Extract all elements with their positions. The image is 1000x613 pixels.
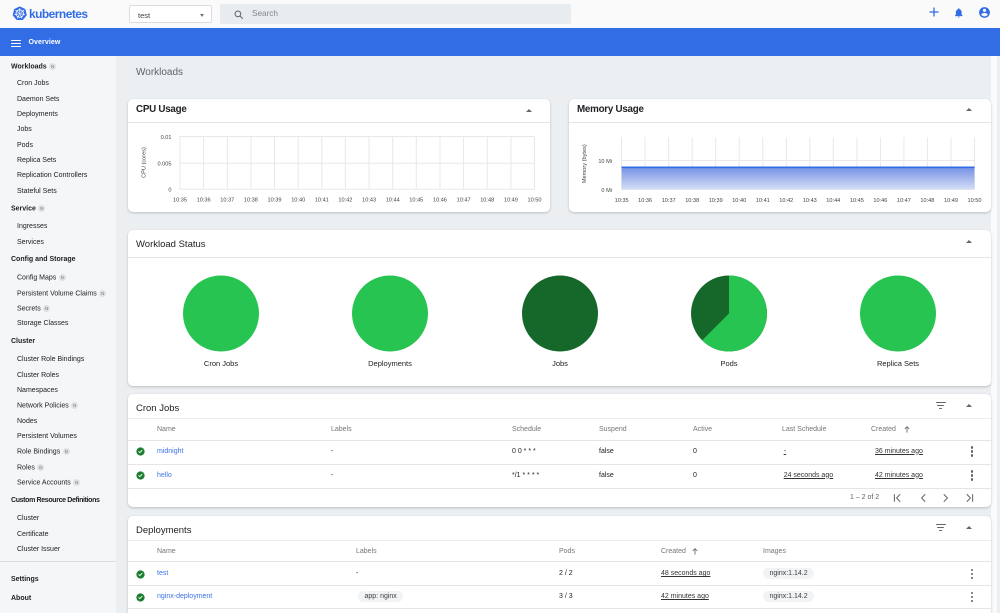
svg-text:10:39: 10:39 — [709, 198, 723, 204]
svg-text:Deployments: Deployments — [368, 359, 412, 368]
svg-text:0: 0 — [168, 187, 171, 193]
svg-text:10:46: 10:46 — [873, 198, 887, 204]
svg-text:10:35: 10:35 — [173, 197, 187, 203]
svg-text:Jobs: Jobs — [552, 359, 568, 368]
svg-text:Pods: Pods — [720, 359, 737, 368]
svg-text:10:39: 10:39 — [268, 197, 282, 203]
svg-text:10:48: 10:48 — [480, 197, 494, 203]
svg-text:10:41: 10:41 — [315, 197, 329, 203]
svg-text:10:41: 10:41 — [756, 198, 770, 204]
svg-text:10:36: 10:36 — [638, 198, 652, 204]
svg-text:10:42: 10:42 — [779, 198, 793, 204]
svg-text:10:38: 10:38 — [244, 197, 258, 203]
svg-text:10:50: 10:50 — [968, 198, 982, 204]
svg-text:10:45: 10:45 — [409, 197, 423, 203]
svg-text:10 Mi: 10 Mi — [598, 158, 612, 164]
svg-text:10:35: 10:35 — [615, 198, 629, 204]
svg-text:10:45: 10:45 — [850, 198, 864, 204]
svg-text:10:46: 10:46 — [433, 197, 447, 203]
svg-text:10:49: 10:49 — [944, 198, 958, 204]
svg-text:10:40: 10:40 — [291, 197, 305, 203]
svg-text:10:37: 10:37 — [220, 197, 234, 203]
svg-text:10:43: 10:43 — [803, 198, 817, 204]
svg-text:10:47: 10:47 — [457, 197, 471, 203]
svg-text:10:44: 10:44 — [386, 197, 400, 203]
svg-text:Memory (bytes): Memory (bytes) — [582, 144, 588, 183]
svg-text:Replica Sets: Replica Sets — [877, 359, 919, 368]
svg-text:10:42: 10:42 — [338, 197, 352, 203]
svg-text:0 Mi: 0 Mi — [601, 187, 612, 193]
svg-text:10:48: 10:48 — [920, 198, 934, 204]
svg-text:10:36: 10:36 — [197, 197, 211, 203]
svg-text:10:37: 10:37 — [662, 198, 676, 204]
svg-text:CPU (cores): CPU (cores) — [142, 146, 148, 177]
svg-text:10:49: 10:49 — [504, 197, 518, 203]
svg-text:10:38: 10:38 — [685, 198, 699, 204]
svg-text:10:47: 10:47 — [897, 198, 911, 204]
svg-text:10:44: 10:44 — [826, 198, 840, 204]
svg-text:0.005: 0.005 — [158, 161, 172, 167]
svg-text:Cron Jobs: Cron Jobs — [204, 359, 238, 368]
svg-text:0.01: 0.01 — [161, 134, 172, 140]
svg-text:10:40: 10:40 — [732, 198, 746, 204]
svg-text:10:43: 10:43 — [362, 197, 376, 203]
svg-text:10:50: 10:50 — [528, 197, 542, 203]
